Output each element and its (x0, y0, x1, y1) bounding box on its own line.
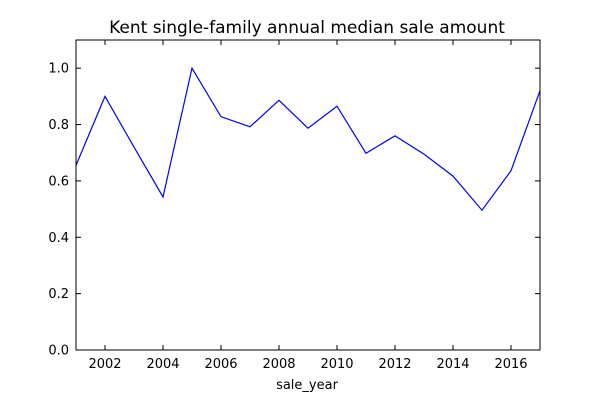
y-tick-label: 0.4 (48, 231, 69, 246)
series-line (75, 66, 541, 212)
x-axis-label: sale_year (276, 378, 339, 393)
x-tick-label: 2004 (146, 357, 179, 372)
x-tick-label: 2010 (320, 357, 353, 372)
y-tick-label: 0.6 (48, 174, 69, 189)
x-tick-label: 2006 (204, 357, 237, 372)
y-tick-label: 0.0 (48, 344, 69, 359)
ticks-layer: 2002 2004 2006 2008 2010 2012 2014 2016 0.0 0.2 0.… (48, 40, 540, 372)
y-tick-label: 0.2 (48, 287, 69, 302)
plot-frame (75, 39, 541, 351)
x-tick-label: 2014 (436, 357, 469, 372)
chart-title: Kent single-family annual median sale am… (109, 18, 505, 38)
x-tick-label: 2016 (494, 357, 527, 372)
series-layer (75, 66, 541, 212)
x-tick-label: 2002 (88, 357, 121, 372)
x-tick-label: 2012 (378, 357, 411, 372)
y-tick-label: 0.8 (48, 118, 69, 133)
y-tick-label: 1.0 (48, 62, 69, 77)
x-tick-label: 2008 (262, 357, 295, 372)
